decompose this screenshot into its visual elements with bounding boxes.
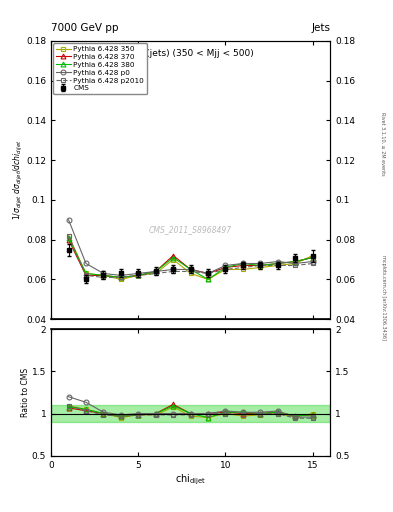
Pythia 6.428 p0: [223, 263, 228, 269]
Y-axis label: Ratio to CMS: Ratio to CMS: [22, 368, 31, 417]
Pythia 6.428 370: [241, 263, 245, 269]
Pythia 6.428 p2010: [241, 264, 245, 270]
Pythia 6.428 p2010: [136, 272, 141, 279]
Pythia 6.428 p2010: [119, 274, 123, 281]
Pythia 6.428 p0: [171, 266, 176, 272]
Pythia 6.428 380: [119, 274, 123, 281]
Text: Jets: Jets: [311, 23, 330, 33]
Text: CMS_2011_S8968497: CMS_2011_S8968497: [149, 226, 232, 234]
Line: Pythia 6.428 350: Pythia 6.428 350: [66, 233, 315, 282]
Pythia 6.428 350: [258, 264, 263, 270]
Line: Pythia 6.428 380: Pythia 6.428 380: [66, 235, 315, 282]
Pythia 6.428 p2010: [188, 268, 193, 274]
Pythia 6.428 p0: [66, 217, 71, 223]
Pythia 6.428 350: [84, 270, 88, 276]
Pythia 6.428 380: [310, 254, 315, 261]
Line: Pythia 6.428 370: Pythia 6.428 370: [66, 237, 315, 280]
Pythia 6.428 350: [171, 257, 176, 263]
Pythia 6.428 380: [101, 272, 106, 279]
Pythia 6.428 380: [188, 266, 193, 272]
Pythia 6.428 350: [119, 276, 123, 283]
Pythia 6.428 370: [275, 261, 280, 267]
Pythia 6.428 350: [101, 272, 106, 279]
Pythia 6.428 380: [66, 234, 71, 241]
Pythia 6.428 p0: [241, 261, 245, 267]
Text: 7000 GeV pp: 7000 GeV pp: [51, 23, 119, 33]
Text: Rivet 3.1.10, ≥ 2M events: Rivet 3.1.10, ≥ 2M events: [381, 112, 386, 175]
Pythia 6.428 370: [310, 254, 315, 261]
Line: Pythia 6.428 p2010: Pythia 6.428 p2010: [66, 233, 315, 280]
Pythia 6.428 p2010: [293, 263, 298, 269]
Pythia 6.428 p0: [136, 270, 141, 276]
Pythia 6.428 p2010: [206, 270, 210, 276]
Pythia 6.428 p0: [188, 266, 193, 272]
Pythia 6.428 350: [153, 270, 158, 276]
Pythia 6.428 350: [223, 266, 228, 272]
Pythia 6.428 p2010: [101, 274, 106, 281]
Bar: [51, 405, 330, 422]
Pythia 6.428 370: [223, 264, 228, 270]
Pythia 6.428 p2010: [66, 232, 71, 239]
Pythia 6.428 p2010: [258, 263, 263, 269]
Pythia 6.428 380: [136, 272, 141, 279]
Pythia 6.428 370: [258, 263, 263, 269]
Pythia 6.428 p0: [153, 268, 158, 274]
Pythia 6.428 p2010: [223, 266, 228, 272]
Pythia 6.428 380: [84, 270, 88, 276]
Pythia 6.428 350: [206, 276, 210, 283]
Pythia 6.428 350: [136, 272, 141, 279]
Pythia 6.428 350: [241, 266, 245, 272]
Pythia 6.428 370: [206, 270, 210, 276]
Pythia 6.428 p0: [310, 259, 315, 265]
Pythia 6.428 380: [206, 276, 210, 283]
Pythia 6.428 380: [223, 264, 228, 270]
Pythia 6.428 380: [153, 268, 158, 274]
Y-axis label: $1/\sigma_{dijet}\ d\sigma_{dijet}/dchi_{dijet}$: $1/\sigma_{dijet}\ d\sigma_{dijet}/dchi_…: [12, 140, 25, 221]
Text: χ (jets) (350 < Mjj < 500): χ (jets) (350 < Mjj < 500): [138, 49, 254, 58]
Pythia 6.428 350: [293, 261, 298, 267]
Pythia 6.428 350: [310, 252, 315, 259]
Pythia 6.428 p0: [119, 272, 123, 279]
Pythia 6.428 380: [171, 254, 176, 261]
Pythia 6.428 370: [293, 259, 298, 265]
Pythia 6.428 p0: [206, 270, 210, 276]
Pythia 6.428 p2010: [153, 270, 158, 276]
Legend: Pythia 6.428 350, Pythia 6.428 370, Pythia 6.428 380, Pythia 6.428 p0, Pythia 6.: Pythia 6.428 350, Pythia 6.428 370, Pyth…: [53, 43, 147, 94]
Pythia 6.428 p2010: [310, 261, 315, 267]
Pythia 6.428 350: [188, 270, 193, 276]
Text: mcplots.cern.ch [arXiv:1306.3436]: mcplots.cern.ch [arXiv:1306.3436]: [381, 254, 386, 339]
Pythia 6.428 370: [171, 252, 176, 259]
Pythia 6.428 p2010: [275, 263, 280, 269]
Pythia 6.428 p0: [275, 259, 280, 265]
Pythia 6.428 370: [101, 272, 106, 279]
Line: Pythia 6.428 p0: Pythia 6.428 p0: [66, 218, 315, 278]
X-axis label: chi$_\mathregular{dijet}$: chi$_\mathregular{dijet}$: [175, 472, 206, 487]
Pythia 6.428 p0: [258, 261, 263, 267]
Pythia 6.428 370: [84, 272, 88, 279]
Pythia 6.428 380: [293, 259, 298, 265]
Pythia 6.428 p2010: [171, 268, 176, 274]
Pythia 6.428 380: [241, 261, 245, 267]
Pythia 6.428 380: [258, 263, 263, 269]
Pythia 6.428 370: [66, 237, 71, 243]
Pythia 6.428 350: [66, 232, 71, 239]
Pythia 6.428 370: [136, 272, 141, 279]
Pythia 6.428 p0: [293, 261, 298, 267]
Pythia 6.428 380: [275, 261, 280, 267]
Pythia 6.428 370: [119, 274, 123, 281]
Pythia 6.428 p0: [84, 261, 88, 267]
Pythia 6.428 p2010: [84, 272, 88, 279]
Pythia 6.428 370: [153, 268, 158, 274]
Pythia 6.428 370: [188, 266, 193, 272]
Pythia 6.428 p0: [101, 270, 106, 276]
Pythia 6.428 350: [275, 263, 280, 269]
